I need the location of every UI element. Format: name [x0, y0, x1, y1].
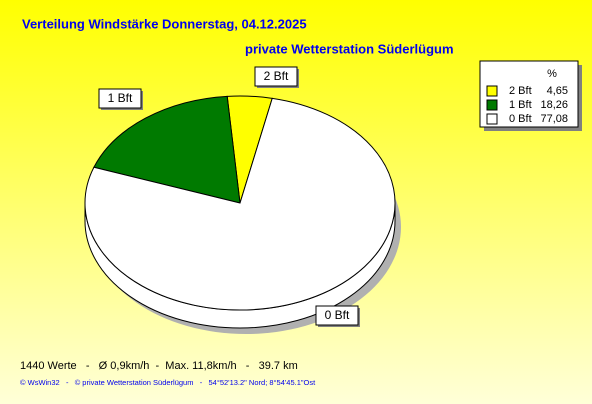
pie-slice [84, 97, 396, 311]
legend-value: 77,08 [540, 113, 568, 125]
chart-title: Verteilung Windstärke Donnerstag, 04.12.… [22, 16, 307, 31]
legend-label: 2 Bft [509, 85, 532, 97]
legend-swatch [486, 99, 498, 111]
callout-label: 0 Bft [325, 308, 350, 322]
footer-credits: © WsWin32 - © private Wetterstation Süde… [20, 378, 316, 387]
callout-label: 2 Bft [264, 69, 289, 83]
legend-value: 18,26 [540, 99, 568, 111]
pie-slice [93, 95, 241, 204]
callout-box [98, 88, 142, 109]
callout-box [254, 66, 298, 87]
legend-swatch [486, 113, 498, 125]
legend-value: 4,65 [547, 85, 568, 97]
callout-box [315, 305, 359, 326]
legend-swatch [486, 85, 498, 97]
callout-label: 1 Bft [108, 91, 133, 105]
legend-label: 1 Bft [509, 99, 532, 111]
footer-stats: 1440 Werte - Ø 0,9km/h - Max. 11,8km/h -… [20, 360, 298, 372]
legend-header: % [547, 68, 557, 80]
legend-label: 0 Bft [509, 113, 532, 125]
chart-subtitle: private Wetterstation Süderlügum [245, 41, 454, 56]
pie: 2 Bft 1 Bft 0 Bft [84, 66, 401, 334]
legend: % 2 Bft 4,65 1 Bft 18,26 0 Bft 77,08 [479, 60, 582, 131]
